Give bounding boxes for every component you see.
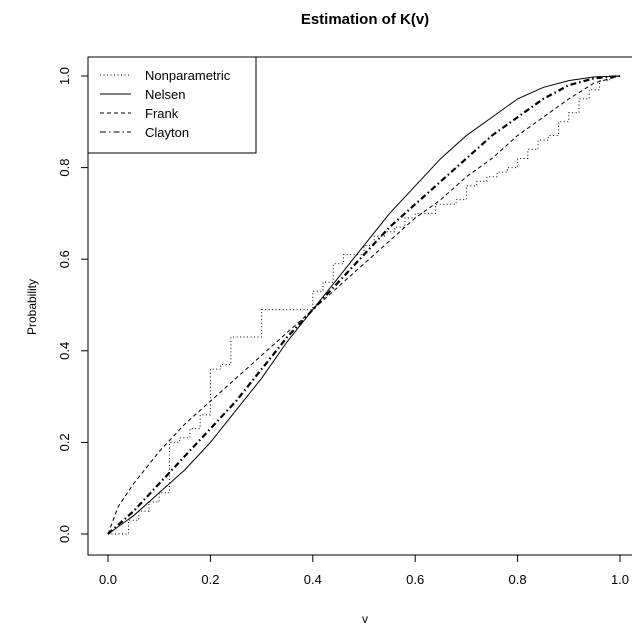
- x-tick-label: 0.0: [99, 572, 117, 587]
- legend-label: Nonparametric: [145, 68, 231, 83]
- legend-label: Frank: [145, 106, 179, 121]
- series-line-nonparametric: [108, 75, 620, 535]
- chart-title: Estimation of K(v): [301, 11, 429, 28]
- x-tick-label: 1.0: [611, 572, 629, 587]
- y-tick-label: 1.0: [57, 67, 72, 85]
- y-tick-label: 0.8: [57, 159, 72, 177]
- x-tick-label: 0.6: [406, 572, 424, 587]
- axes: 0.0 0.2 0.4 0.6 0.8 1.0 0.0 0.2 0.4 0.6 0.8 1.0: [57, 67, 629, 587]
- series-line-clayton: [107, 74, 621, 535]
- x-axis-label: v: [362, 612, 368, 626]
- series-lines: [107, 74, 621, 535]
- y-axis-label: Probability: [25, 279, 39, 335]
- series-line-nelsen: [107, 75, 621, 535]
- x-tick-label: 0.2: [201, 572, 219, 587]
- x-tick-label: 0.4: [304, 572, 322, 587]
- y-tick-label: 0.6: [57, 250, 72, 268]
- x-tick-label: 0.8: [509, 572, 527, 587]
- y-tick-label: 0.2: [57, 433, 72, 451]
- legend: Nonparametric Nelsen Frank Clayton: [87, 56, 257, 154]
- legend-box: [87, 56, 257, 154]
- y-tick-label: 0.4: [57, 342, 72, 360]
- legend-label: Nelsen: [145, 87, 185, 102]
- y-tick-label: 0.0: [57, 525, 72, 543]
- series-line-frank: [107, 75, 621, 535]
- legend-label: Clayton: [145, 125, 189, 140]
